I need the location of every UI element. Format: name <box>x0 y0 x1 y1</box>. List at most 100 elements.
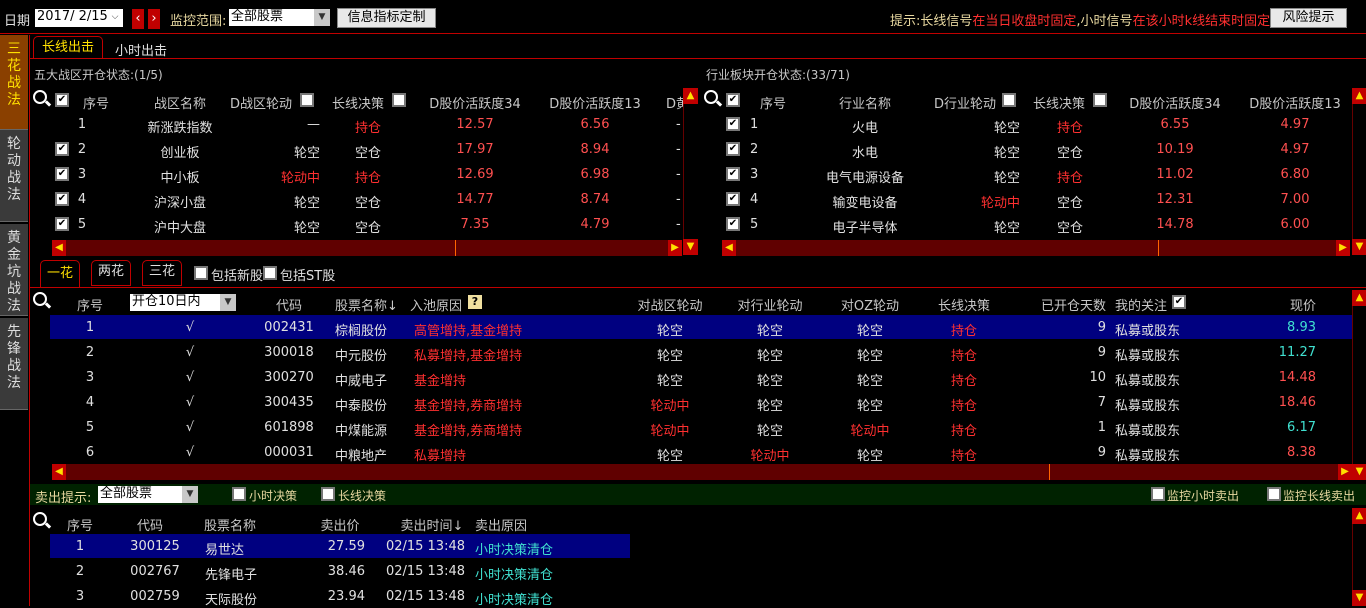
select-all-checkbox[interactable]: ✔ <box>726 93 740 107</box>
monitor-hour-sell-checkbox[interactable] <box>1151 487 1165 501</box>
industry-rotation-filter-checkbox[interactable] <box>1002 93 1016 107</box>
oz-rotation: 轮空 <box>856 374 883 389</box>
row-no: 5 <box>750 217 759 232</box>
watch-tag: 私募或股东 <box>1115 449 1181 464</box>
indicator-custom-button[interactable]: 信息指标定制 <box>337 8 436 28</box>
sell-time: 02/15 13:48 <box>385 539 465 554</box>
prev-date-button[interactable]: ‹ <box>132 9 144 29</box>
horizontal-scrollbar[interactable] <box>52 240 682 256</box>
side-tab-lundong[interactable]: 轮动战法 <box>0 130 28 222</box>
activity-34: 6.55 <box>1160 117 1190 132</box>
column-header: 卖出时间↓ <box>400 519 464 534</box>
scroll-up-arrow-icon[interactable]: ▲ <box>683 88 698 104</box>
scroll-up-arrow-icon[interactable]: ▲ <box>1352 290 1366 306</box>
tab-sanhua[interactable]: 三花 <box>142 260 182 286</box>
long-decision: 持仓 <box>1056 171 1083 186</box>
zoom-icon[interactable] <box>33 292 47 306</box>
scroll-up-arrow-icon[interactable]: ▲ <box>1352 508 1366 524</box>
long-decision-filter-checkbox[interactable] <box>392 93 406 107</box>
row-checkbox[interactable]: ✔ <box>726 117 740 131</box>
period-select[interactable]: 开仓10日内 ▼ <box>130 294 236 311</box>
row-no: 2 <box>85 345 95 360</box>
risk-warning-button[interactable]: 风险提示 <box>1270 8 1347 28</box>
date-picker[interactable]: 2017/ 2/15 ⌵ <box>35 9 123 27</box>
row-checkbox[interactable]: ✔ <box>726 192 740 206</box>
header-oz: 对OZ轮动 <box>840 299 900 314</box>
scroll-down-arrow-icon[interactable]: ▼ <box>683 239 698 255</box>
column-header: 序号 <box>66 519 93 534</box>
side-tab-huangjinkeng[interactable]: 黄金坑战法 <box>0 224 28 316</box>
row-checkbox[interactable]: ✔ <box>55 167 69 181</box>
stock-row[interactable] <box>50 315 1352 339</box>
tab-hourly[interactable]: 小时出击 <box>115 44 168 59</box>
scroll-thumb[interactable] <box>455 240 456 256</box>
include-st-checkbox[interactable] <box>263 266 277 280</box>
scroll-left-arrow-icon[interactable]: ◀ <box>52 240 66 256</box>
vertical-scrollbar[interactable] <box>1352 290 1366 480</box>
pool-reason: 高管增持,基金增持 <box>414 324 523 339</box>
cut-cell: - <box>676 142 681 157</box>
sell-reason: 小时决策清仓 <box>475 543 554 558</box>
row-checkbox[interactable]: ✔ <box>55 142 69 156</box>
tab-lianghua[interactable]: 两花 <box>91 260 131 286</box>
hour-decision-checkbox[interactable] <box>232 487 246 501</box>
activity-13: 4.79 <box>580 217 610 232</box>
column-header: 长线决策 <box>1033 97 1086 112</box>
tab-yihua[interactable]: 一花 <box>40 260 80 288</box>
long-decision-checkbox[interactable] <box>321 487 335 501</box>
horizontal-scrollbar[interactable] <box>722 240 1350 256</box>
header-code: 代码 <box>275 299 302 314</box>
row-checkbox[interactable]: ✔ <box>55 192 69 206</box>
side-tab-sanhua[interactable]: 三花战法 <box>0 35 28 130</box>
zone-rotation: 轮空 <box>656 374 683 389</box>
vertical-scrollbar[interactable] <box>1352 508 1366 606</box>
sell-row[interactable] <box>50 534 630 558</box>
row-checkbox[interactable]: ✔ <box>726 217 740 231</box>
scroll-thumb[interactable] <box>1158 240 1159 256</box>
row-checkbox[interactable]: ✔ <box>726 167 740 181</box>
zoom-icon[interactable] <box>33 90 47 104</box>
help-icon[interactable]: ? <box>468 295 482 309</box>
side-tab-xianfeng[interactable]: 先锋战法 <box>0 318 28 410</box>
zoom-icon[interactable] <box>33 512 47 526</box>
vertical-scrollbar[interactable] <box>1352 88 1366 255</box>
row-checkbox[interactable]: ✔ <box>55 217 69 231</box>
next-date-button[interactable]: › <box>148 9 160 29</box>
header-name[interactable]: 股票名称↓ <box>335 299 398 314</box>
stock-code: 002431 <box>264 320 314 335</box>
scroll-right-arrow-icon[interactable]: ▶ <box>1336 240 1350 256</box>
long-decision-filter-checkbox[interactable] <box>1093 93 1107 107</box>
zone-rotation-filter-checkbox[interactable] <box>300 93 314 107</box>
scroll-thumb[interactable] <box>1049 464 1050 480</box>
horizontal-scrollbar[interactable] <box>52 464 1352 480</box>
row-no: 4 <box>85 395 95 410</box>
scroll-left-arrow-icon[interactable]: ◀ <box>722 240 736 256</box>
zoom-icon[interactable] <box>704 90 718 104</box>
select-all-checkbox[interactable]: ✔ <box>55 93 69 107</box>
watch-filter-checkbox[interactable]: ✔ <box>1172 295 1186 309</box>
scroll-down-arrow-icon[interactable]: ▼ <box>1352 239 1366 255</box>
include-new-checkbox[interactable] <box>194 266 208 280</box>
sell-scope-select[interactable]: 全部股票 ▼ <box>98 486 198 503</box>
scope-select[interactable]: 全部股票 ▼ <box>229 9 330 26</box>
sell-time: 02/15 13:48 <box>385 564 465 579</box>
oz-rotation: 轮空 <box>856 449 883 464</box>
monitor-long-sell-checkbox[interactable] <box>1267 487 1281 501</box>
cut-cell: - <box>676 167 681 182</box>
scroll-right-arrow-icon[interactable]: ▶ <box>1338 464 1352 480</box>
row-no: 2 <box>77 142 87 157</box>
scroll-down-arrow-icon[interactable]: ▼ <box>1352 590 1366 606</box>
scroll-left-arrow-icon[interactable]: ◀ <box>52 464 66 480</box>
row-checkbox[interactable]: ✔ <box>726 142 740 156</box>
header-ind: 对行业轮动 <box>737 299 803 314</box>
zone-name: 沪深小盘 <box>153 196 206 211</box>
tab-long-line[interactable]: 长线出击 <box>33 36 103 59</box>
row-no: 3 <box>75 589 85 604</box>
long-decision: 持仓 <box>950 399 977 414</box>
industry-title: 行业板块开仓状态:(33/71) <box>706 68 850 82</box>
scroll-down-arrow-icon[interactable]: ▼ <box>1352 464 1366 480</box>
vertical-scrollbar[interactable] <box>683 88 698 255</box>
scroll-up-arrow-icon[interactable]: ▲ <box>1352 88 1366 104</box>
scroll-right-arrow-icon[interactable]: ▶ <box>668 240 682 256</box>
hour-decision-label: 小时决策 <box>249 489 298 503</box>
